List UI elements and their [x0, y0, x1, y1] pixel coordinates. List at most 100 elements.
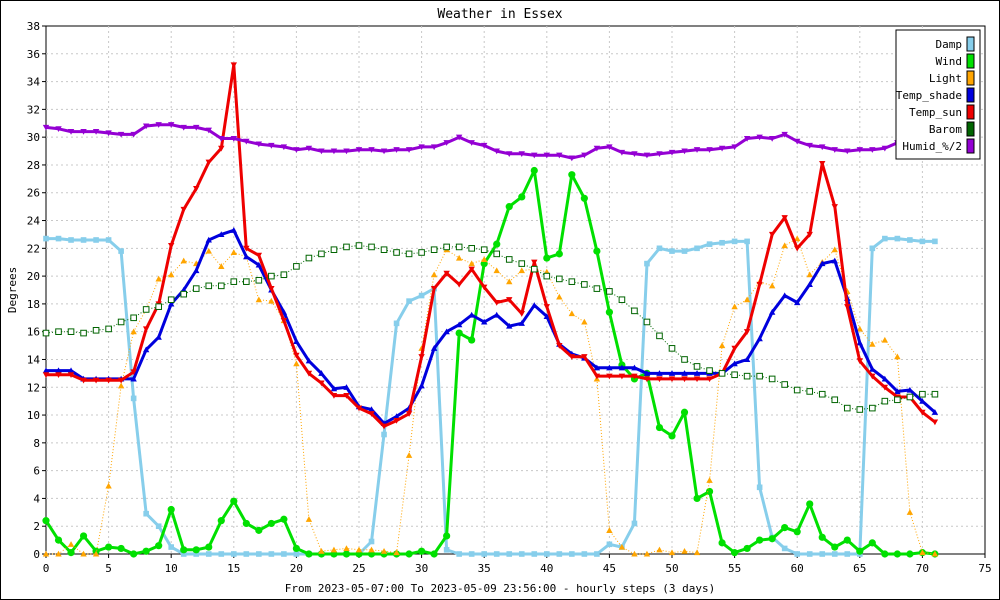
data-point	[506, 322, 513, 329]
data-point	[555, 250, 563, 258]
data-point	[92, 129, 100, 135]
data-point	[443, 140, 450, 146]
data-point	[143, 510, 149, 517]
data-point	[680, 408, 689, 416]
data-point	[105, 543, 113, 551]
data-point	[693, 494, 701, 503]
data-point	[230, 62, 237, 69]
data-point	[568, 278, 576, 285]
data-point	[594, 551, 600, 557]
data-point	[368, 243, 375, 251]
data-point	[205, 236, 212, 243]
data-point	[768, 309, 776, 315]
data-point	[217, 517, 225, 525]
data-point	[643, 370, 651, 376]
data-point	[55, 372, 62, 378]
data-point	[531, 152, 538, 159]
x-tick-label: 25	[352, 562, 365, 575]
data-point	[593, 285, 601, 292]
data-point	[693, 376, 701, 383]
data-point	[518, 267, 525, 274]
data-point	[118, 248, 124, 254]
data-point	[280, 271, 288, 279]
data-point	[856, 547, 864, 555]
data-point	[468, 266, 475, 273]
data-point	[605, 308, 614, 316]
data-point	[155, 542, 163, 550]
data-point	[368, 411, 375, 417]
data-point	[631, 373, 638, 380]
data-point	[881, 375, 889, 382]
data-point	[305, 145, 313, 152]
y-tick-label: 14	[27, 353, 41, 366]
data-point	[68, 237, 74, 243]
data-point	[280, 144, 288, 151]
data-point	[518, 193, 526, 201]
data-point	[368, 538, 375, 545]
data-point	[67, 328, 75, 335]
data-point	[393, 413, 400, 420]
x-tick-label: 0	[43, 562, 50, 575]
data-point	[130, 369, 137, 376]
data-point	[330, 246, 338, 254]
data-point	[869, 147, 876, 153]
data-point	[368, 546, 375, 553]
data-point	[255, 252, 263, 259]
legend-label: Light	[929, 72, 962, 85]
data-point	[806, 142, 813, 149]
data-point	[130, 328, 137, 335]
data-point	[80, 329, 87, 337]
data-point	[556, 152, 563, 159]
data-point	[894, 353, 901, 360]
data-point	[693, 549, 701, 556]
data-point	[568, 310, 576, 317]
data-point	[268, 551, 275, 557]
data-point	[130, 314, 137, 322]
data-point	[743, 135, 751, 142]
data-point	[55, 550, 62, 557]
data-point	[205, 282, 213, 290]
data-point	[844, 148, 851, 155]
data-point	[193, 124, 200, 131]
data-point	[418, 354, 425, 360]
data-point	[455, 134, 463, 141]
data-point	[756, 281, 763, 288]
series-temp-sun	[42, 62, 939, 430]
data-point	[706, 367, 713, 374]
data-point	[105, 237, 112, 243]
data-point	[330, 385, 338, 392]
data-point	[756, 335, 763, 342]
data-point	[794, 235, 801, 242]
x-axis: 0 5 10 15 20 25 30 35 40 45 50 55 60 65 70 75	[43, 554, 992, 575]
data-point	[468, 551, 475, 557]
data-point	[919, 390, 926, 398]
data-point	[79, 532, 88, 540]
data-point	[168, 122, 175, 128]
data-point	[531, 259, 538, 266]
data-point	[218, 135, 225, 142]
x-tick-label: 15	[227, 562, 240, 575]
data-point	[217, 282, 225, 290]
data-point	[342, 550, 351, 558]
data-point	[405, 250, 413, 258]
data-point	[668, 549, 676, 556]
x-tick-label: 30	[415, 562, 428, 575]
data-point	[768, 135, 776, 142]
x-tick-label: 70	[916, 562, 929, 575]
data-point	[418, 382, 425, 389]
data-point	[581, 551, 588, 557]
data-point	[443, 328, 450, 335]
data-point	[631, 550, 638, 557]
data-point	[130, 550, 138, 558]
data-point	[318, 380, 325, 387]
data-point	[931, 419, 939, 426]
data-point	[405, 411, 413, 417]
legend-swatch	[966, 53, 975, 69]
data-point	[743, 372, 751, 380]
data-point	[881, 336, 889, 343]
data-point	[543, 272, 551, 280]
y-tick-label: 12	[27, 381, 40, 394]
x-tick-label: 65	[853, 562, 866, 575]
data-point	[606, 373, 613, 380]
y-tick-label: 36	[27, 48, 40, 61]
